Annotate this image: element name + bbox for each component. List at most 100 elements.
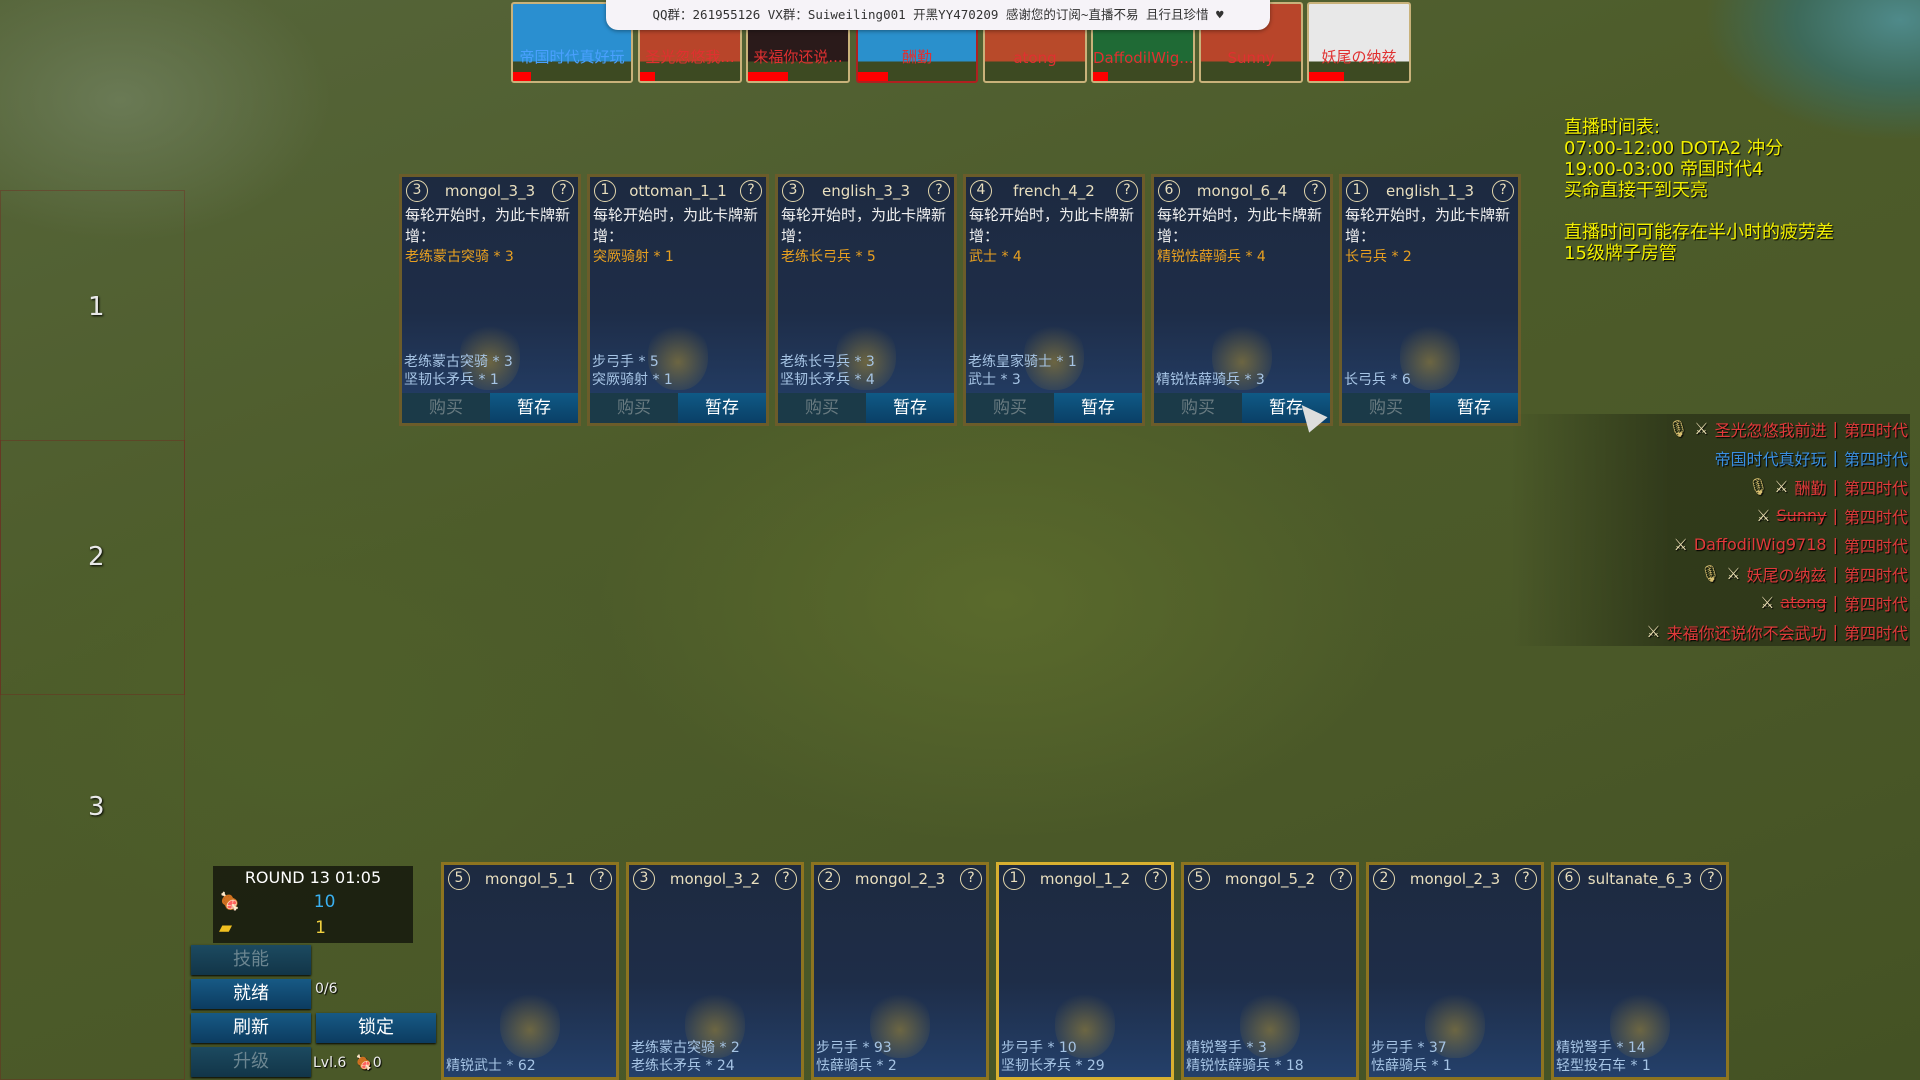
ready-count: 0/6 bbox=[315, 981, 338, 997]
separator: | bbox=[1832, 477, 1838, 496]
faction-emblem-icon bbox=[648, 319, 708, 390]
player-list-item[interactable]: ⚔ Sunny | 第四时代 bbox=[1510, 501, 1910, 530]
stream-banner: QQ群：261955126 VX群：Suiweiling001 开黑YY4702… bbox=[606, 0, 1270, 30]
bench-card[interactable]: 5 mongol_5_2? 精锐弩手 * 3 精锐怯薛骑兵 * 18 bbox=[1181, 862, 1359, 1080]
shop-card[interactable]: 6 mongol_6_4? 每轮开始时，为此卡牌新增： 精锐怯薛骑兵 * 4 精锐怯薛骑… bbox=[1151, 174, 1333, 426]
help-icon[interactable]: ? bbox=[1492, 180, 1514, 202]
ready-button[interactable]: 就绪 bbox=[191, 979, 311, 1009]
player-list-item[interactable]: ⚔ 来福你还说你不会武功 | 第四时代 bbox=[1510, 617, 1910, 646]
microphone-icon: 🎙 bbox=[1667, 419, 1689, 438]
bench-card[interactable]: 5 mongol_5_1? 精锐武士 * 62 bbox=[441, 862, 619, 1080]
player-list-item[interactable]: 🎙 ⚔ 妖尾の纳兹 | 第四时代 bbox=[1510, 559, 1910, 588]
card-header: 5 mongol_5_1? bbox=[448, 867, 612, 891]
buy-button[interactable]: 购买 bbox=[1342, 393, 1430, 423]
schedule-line: 直播时间表: bbox=[1564, 117, 1661, 138]
buy-button[interactable]: 购买 bbox=[590, 393, 678, 423]
help-icon[interactable]: ? bbox=[960, 868, 982, 890]
help-icon[interactable]: ? bbox=[740, 180, 762, 202]
unit-line: 怯薛骑兵 * 2 bbox=[816, 1058, 897, 1074]
gold-resource: ▰ 1 bbox=[219, 918, 409, 938]
shop-card[interactable]: 1 english_1_3? 每轮开始时，为此卡牌新增： 长弓兵 * 2 长弓兵 * 6… bbox=[1339, 174, 1521, 426]
card-desc-text: 每轮开始时，为此卡牌新增： bbox=[405, 206, 571, 245]
hold-button[interactable]: 暂存 bbox=[490, 393, 578, 423]
card-gain: 老练蒙古突骑 * 3 bbox=[405, 249, 514, 265]
player-list-item[interactable]: ⚔ atong | 第四时代 bbox=[1510, 588, 1910, 617]
bench-card[interactable]: 6 sultanate_6_3? 精锐弩手 * 14 轻型投石车 * 1 bbox=[1551, 862, 1729, 1080]
help-icon[interactable]: ? bbox=[1116, 180, 1138, 202]
player-hp-bar bbox=[858, 72, 888, 81]
help-icon[interactable]: ? bbox=[1304, 180, 1326, 202]
player-list-item[interactable]: ⚔ DaffodilWig9718 | 第四时代 bbox=[1510, 530, 1910, 559]
upgrade-button[interactable]: 升级 bbox=[191, 1047, 311, 1077]
buy-button[interactable]: 购买 bbox=[966, 393, 1054, 423]
food-resource: 🍖 10 bbox=[219, 892, 409, 912]
player-flag[interactable]: DaffodilWig... bbox=[1091, 2, 1195, 83]
help-icon[interactable]: ? bbox=[775, 868, 797, 890]
bench-card[interactable]: 2 mongol_2_3? 步弓手 * 37 怯薛骑兵 * 1 bbox=[1366, 862, 1544, 1080]
card-header: 1 english_1_3? bbox=[1346, 179, 1514, 203]
refresh-button[interactable]: 刷新 bbox=[191, 1013, 311, 1043]
schedule-line: 07:00-12:00 DOTA2 冲分 bbox=[1564, 138, 1784, 159]
bench-card[interactable]: 3 mongol_3_2? 老练蒙古突骑 * 2 老练长矛兵 * 24 bbox=[626, 862, 804, 1080]
unit-line: 精锐弩手 * 3 bbox=[1186, 1040, 1267, 1056]
schedule-line: 买命直接干到天亮 bbox=[1564, 180, 1708, 201]
help-icon[interactable]: ? bbox=[1515, 868, 1537, 890]
card-description: 每轮开始时，为此卡牌新增： 突厥骑射 * 1 bbox=[593, 205, 763, 268]
card-units: 步弓手 * 5 突厥骑射 * 1 bbox=[592, 353, 673, 389]
help-icon[interactable]: ? bbox=[1145, 868, 1167, 890]
hold-button[interactable]: 暂存 bbox=[1054, 393, 1142, 423]
buy-button[interactable]: 购买 bbox=[402, 393, 490, 423]
help-icon[interactable]: ? bbox=[928, 180, 950, 202]
separator: | bbox=[1832, 622, 1838, 641]
card-gain: 突厥骑射 * 1 bbox=[593, 249, 674, 265]
shop-card[interactable]: 3 mongol_3_3? 每轮开始时，为此卡牌新增： 老练蒙古突骑 * 3 老练蒙古突… bbox=[399, 174, 581, 426]
player-age: 第四时代 bbox=[1843, 507, 1908, 527]
card-header: 4 french_4_2? bbox=[970, 179, 1138, 203]
shop-card[interactable]: 3 english_3_3? 每轮开始时，为此卡牌新增： 老练长弓兵 * 5 老练长弓兵… bbox=[775, 174, 957, 426]
unit-line: 老练蒙古突骑 * 3 bbox=[404, 354, 513, 370]
hold-button[interactable]: 暂存 bbox=[1430, 393, 1518, 423]
player-hp-bar bbox=[748, 72, 788, 81]
card-desc-text: 每轮开始时，为此卡牌新增： bbox=[593, 206, 759, 245]
board-grid bbox=[0, 440, 185, 695]
card-cost: 1 bbox=[1346, 180, 1368, 202]
card-description: 每轮开始时，为此卡牌新增： 老练长弓兵 * 5 bbox=[781, 205, 951, 268]
round-panel: ROUND 13 01:05 🍖 10 ▰ 1 bbox=[213, 866, 413, 943]
schedule-line bbox=[1564, 201, 1834, 222]
player-hp-bar bbox=[513, 72, 531, 81]
shop-card[interactable]: 1 ottoman_1_1? 每轮开始时，为此卡牌新增： 突厥骑射 * 1 步弓手 * … bbox=[587, 174, 769, 426]
help-icon[interactable]: ? bbox=[552, 180, 574, 202]
card-gain: 老练长弓兵 * 5 bbox=[781, 249, 876, 265]
player-list-item[interactable]: 🎙 ⚔ 圣光忽悠我前进 | 第四时代 bbox=[1510, 414, 1910, 443]
faction-emblem-icon bbox=[1240, 987, 1300, 1058]
player-list-item[interactable]: 🎙 ⚔ 酬勤 | 第四时代 bbox=[1510, 472, 1910, 501]
bench-card[interactable]: 2 mongol_2_3? 步弓手 * 93 怯薛骑兵 * 2 bbox=[811, 862, 989, 1080]
player-hp-bar bbox=[1309, 72, 1344, 81]
unit-line: 步弓手 * 37 bbox=[1371, 1040, 1447, 1056]
hold-button[interactable]: 暂存 bbox=[678, 393, 766, 423]
card-cost: 3 bbox=[782, 180, 804, 202]
help-icon[interactable]: ? bbox=[1330, 868, 1352, 890]
round-timer: ROUND 13 01:05 bbox=[244, 868, 382, 887]
shop-card[interactable]: 4 french_4_2? 每轮开始时，为此卡牌新增： 武士 * 4 老练皇家骑士 * … bbox=[963, 174, 1145, 426]
row-label-3: 3 bbox=[88, 792, 105, 822]
skill-button[interactable]: 技能 bbox=[191, 945, 311, 975]
buy-button[interactable]: 购买 bbox=[778, 393, 866, 423]
help-icon[interactable]: ? bbox=[590, 868, 612, 890]
card-units: 长弓兵 * 6 bbox=[1344, 371, 1411, 389]
help-icon[interactable]: ? bbox=[1700, 868, 1722, 890]
lock-button[interactable]: 锁定 bbox=[316, 1013, 436, 1043]
card-gain: 武士 * 4 bbox=[969, 249, 1022, 265]
card-header: 3 mongol_3_2? bbox=[633, 867, 797, 891]
card-description: 每轮开始时，为此卡牌新增： 长弓兵 * 2 bbox=[1345, 205, 1515, 268]
hold-button[interactable]: 暂存 bbox=[866, 393, 954, 423]
player-flag[interactable]: Sunny bbox=[1199, 2, 1303, 83]
player-list-item[interactable]: 帝国时代真好玩 | 第四时代 bbox=[1510, 443, 1910, 472]
card-units: 老练长弓兵 * 3 坚韧长矛兵 * 4 bbox=[780, 353, 875, 389]
hold-button[interactable]: 暂存 bbox=[1242, 393, 1330, 423]
player-name: 酬勤 bbox=[1794, 478, 1827, 498]
stream-schedule: 直播时间表: 07:00-12:00 DOTA2 冲分 19:00-03:00 帝国… bbox=[1564, 117, 1834, 264]
buy-button[interactable]: 购买 bbox=[1154, 393, 1242, 423]
player-flag[interactable]: 妖尾の纳兹 bbox=[1307, 2, 1411, 83]
bench-card[interactable]: 1 mongol_1_2? 步弓手 * 10 坚韧长矛兵 * 29 bbox=[996, 862, 1174, 1080]
